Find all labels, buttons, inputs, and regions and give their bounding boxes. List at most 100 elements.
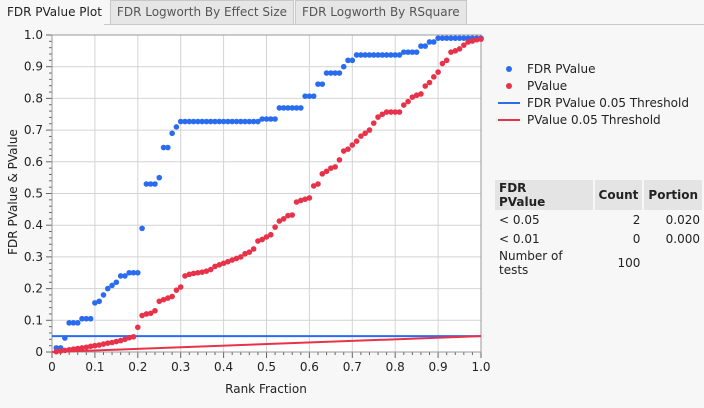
pvalue-point (203, 268, 210, 274)
fdr-pvalue-point (293, 105, 300, 111)
pvalue-point (66, 346, 72, 353)
fdr-pvalue-point (83, 315, 90, 322)
fdr-pvalue-point (156, 174, 163, 181)
fdr-pvalue-point (190, 118, 197, 125)
fdr-pvalue-point (255, 118, 261, 125)
table-cell: < 0.05 (499, 212, 540, 227)
fdr-pvalue-point (383, 52, 390, 58)
x-axis-label: Rank Fraction (225, 382, 307, 396)
fdr-pvalue-point (310, 93, 317, 99)
table-row: Number of tests 100 (495, 248, 704, 278)
pvalue-point (53, 348, 60, 355)
pvalue-point (143, 311, 150, 317)
pvalue-point (233, 255, 240, 262)
fdr-pvalue-point (250, 118, 257, 125)
fdr-pvalue-point (147, 181, 154, 187)
y-tick-label: 0.7 (24, 123, 43, 137)
x-tick-label: 0.4 (214, 360, 233, 374)
pvalue-point (431, 74, 437, 80)
fdr-pvalue-point (160, 144, 167, 151)
fdr-pvalue-point (229, 118, 235, 125)
fdr-pvalue-point (169, 130, 175, 137)
fdr-pvalue-point (306, 93, 313, 99)
y-tick-label: 0.4 (24, 218, 43, 232)
fdr-pvalue-point (242, 118, 248, 125)
table-cell: 100 (617, 256, 641, 270)
fdr-pvalue-plot: 0 0.1 0.2 0.3 0.4 0.5 0.6 0.7 0.8 0.9 1.0 0 0.1 0.2 0.… (24, 28, 491, 374)
pvalue-point (57, 348, 64, 354)
pvalue-point (259, 236, 266, 243)
fdr-pvalue-point (413, 49, 420, 55)
y-tick-label: 0.9 (24, 60, 43, 74)
fdr-pvalue-point (315, 81, 321, 87)
fdr-pvalue-point (336, 70, 343, 76)
fdr-pvalue-point (100, 292, 107, 298)
column-header: Portion (644, 180, 704, 210)
fdr-pvalue-point (328, 70, 334, 76)
fdr-pvalue-point (409, 49, 416, 55)
table-cell: < 0.01 (499, 231, 540, 246)
x-tick-label: 0.2 (128, 360, 147, 374)
fdr-pvalue-point (319, 81, 326, 87)
pvalue-point (109, 339, 115, 346)
pvalue-point (96, 342, 102, 348)
fdr-pvalue-point (276, 105, 283, 111)
pvalue-point (177, 284, 184, 290)
blue-dot-icon (506, 65, 512, 72)
fdr-pvalue-point (439, 35, 446, 41)
fdr-pvalue-point (259, 116, 266, 122)
fdr-pvalue-point (400, 49, 407, 55)
pvalue-point (461, 42, 467, 48)
pvalue-point (250, 246, 257, 252)
fdr-pvalue-point (165, 144, 171, 151)
fdr-pvalue-point (267, 116, 274, 122)
pvalue-point (276, 218, 283, 224)
pvalue-point (358, 133, 364, 139)
fdr-pvalue-point (285, 105, 291, 111)
tab-fdr-pvalue-plot[interactable]: FDR PValue Plot (0, 0, 109, 24)
pvalue-point (345, 146, 351, 152)
fdr-pvalue-point (216, 118, 223, 125)
fdr-pvalue-point (173, 124, 180, 130)
fdr-pvalue-point (87, 315, 94, 322)
plot-frame (51, 34, 482, 353)
fdr-pvalue-point (362, 52, 368, 58)
pvalue-point (315, 181, 321, 187)
legend-item-pvalue[interactable]: PValue (497, 77, 689, 94)
pvalue-point (117, 337, 124, 344)
pvalue-point (100, 341, 107, 347)
fdr-pvalue-point (199, 118, 205, 125)
pvalue-point (392, 109, 399, 115)
red-line-icon (498, 118, 520, 121)
fdr-pvalue-point (246, 118, 253, 125)
fdr-pvalue-point (298, 105, 304, 111)
fdr-pvalue-point (422, 43, 429, 49)
legend-item-fdr-pvalue[interactable]: FDR PValue (497, 60, 689, 77)
fdr-pvalue-point (207, 118, 214, 125)
fdr-pvalue-point (203, 118, 210, 125)
column-header: FDR PValue (495, 180, 595, 210)
fdr-pvalue-point (461, 35, 467, 41)
fdr-pvalue-point (456, 35, 463, 41)
fdr-pvalue-point (109, 282, 115, 289)
fdr-pvalue-point (396, 52, 403, 58)
fdr-pvalue-point (375, 52, 381, 58)
fdr-pvalue-point (79, 315, 85, 322)
pvalue-point (375, 114, 381, 120)
pvalue-point (122, 336, 128, 343)
pvalue-point (87, 343, 94, 350)
fdr-pvalue-point (195, 118, 201, 125)
table-cell: 0 (632, 231, 641, 246)
pvalue-point (79, 345, 85, 351)
pvalue-point (366, 127, 373, 133)
pvalue-point (418, 91, 424, 97)
pvalue-point (130, 333, 137, 340)
tab-fdr-logworth-by-rsquare[interactable]: FDR Logworth By RSquare (295, 0, 467, 24)
legend-item-fdr-threshold[interactable]: FDR PValue 0.05 Threshold (497, 94, 689, 111)
pvalue-point (212, 263, 218, 270)
tab-fdr-logworth-by-effect-size[interactable]: FDR Logworth By Effect Size (109, 0, 294, 24)
pvalue-point (139, 312, 145, 319)
pvalue-point (379, 111, 386, 118)
pvalue-point (422, 83, 429, 89)
legend-item-pvalue-threshold[interactable]: PValue 0.05 Threshold (497, 111, 689, 128)
